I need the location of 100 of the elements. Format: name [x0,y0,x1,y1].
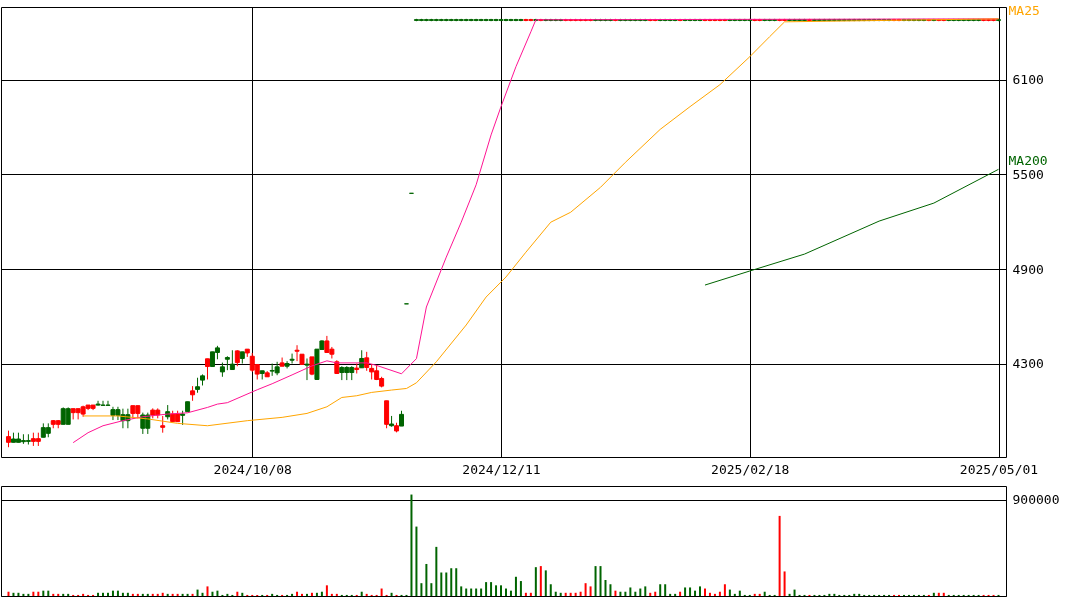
bar [455,568,458,596]
bar [151,593,154,596]
bar [201,592,204,596]
bar [500,585,503,596]
bar [524,592,527,596]
candlestick [204,358,210,380]
bar [490,582,493,596]
bar [569,592,572,596]
bar [335,593,338,596]
x-tick-label: 2024/12/11 [462,461,541,477]
bar [574,592,577,596]
x-tick-label: 2025/02/18 [711,461,790,477]
bar [559,592,562,596]
bar [833,593,836,596]
bar [445,572,448,596]
bar [604,579,607,596]
bar [196,589,199,596]
bar [325,585,328,596]
bar [161,592,164,596]
candlestick [304,357,310,381]
bar [689,587,692,596]
bar [171,593,174,596]
bar [315,592,318,596]
bar [82,593,85,596]
bar [694,590,697,596]
y-tick-label: 4300 [1012,356,1044,372]
bar [206,586,209,596]
bar [47,590,50,596]
bar [12,592,15,596]
bar [241,592,244,596]
bar [937,592,940,596]
bar [649,592,652,596]
bar [191,593,194,596]
bar [509,590,512,596]
bar [365,593,368,596]
bar [758,593,761,596]
series-label: MA25 [1008,2,1040,18]
bar [420,583,423,596]
bar [410,494,413,596]
bar [97,592,100,596]
bar [390,592,393,596]
bar [609,584,612,596]
bar [310,592,313,596]
bar [156,593,159,596]
bar [584,583,587,596]
bar [674,593,677,596]
bar [141,593,144,596]
candlestick [274,361,280,376]
bar [17,592,20,596]
bar [131,593,134,596]
bar [684,587,687,596]
bar [291,593,294,596]
bar [713,593,716,596]
bar [111,590,114,596]
bar [485,582,488,596]
bar [753,593,756,596]
bar [430,583,433,596]
bar [599,566,602,596]
bar [728,589,731,596]
y-tick-label: 6100 [1012,72,1044,88]
bar [106,592,109,596]
bar [788,593,791,596]
bar [181,593,184,596]
y-tick-label: 5500 [1012,166,1044,182]
line-series [704,168,1000,286]
bar [564,592,567,596]
bar [121,592,124,596]
bar [733,593,736,596]
candlestick [25,433,31,446]
bar [589,586,592,596]
bar [519,581,522,596]
bar [271,593,274,596]
bar [853,593,856,596]
bar [22,593,25,596]
bar [534,567,537,596]
bar [659,584,662,596]
bar [57,593,60,596]
bar [475,588,478,596]
candlestick [384,400,390,429]
bar [699,586,702,596]
bar [669,593,672,596]
bar [942,592,945,596]
bar [42,590,45,596]
bar [136,593,139,596]
bar [539,566,542,596]
bar [594,566,597,596]
bar [644,586,647,596]
bar [703,588,706,596]
bar [146,593,149,596]
series-label: MA200 [1008,153,1048,169]
bar [664,584,667,596]
bar [415,526,418,596]
bar [544,570,547,596]
bar [102,592,105,596]
bar [435,546,438,596]
bar [330,593,333,596]
bar [425,563,428,596]
bar [176,593,179,596]
bar [932,592,935,596]
bar [708,592,711,596]
